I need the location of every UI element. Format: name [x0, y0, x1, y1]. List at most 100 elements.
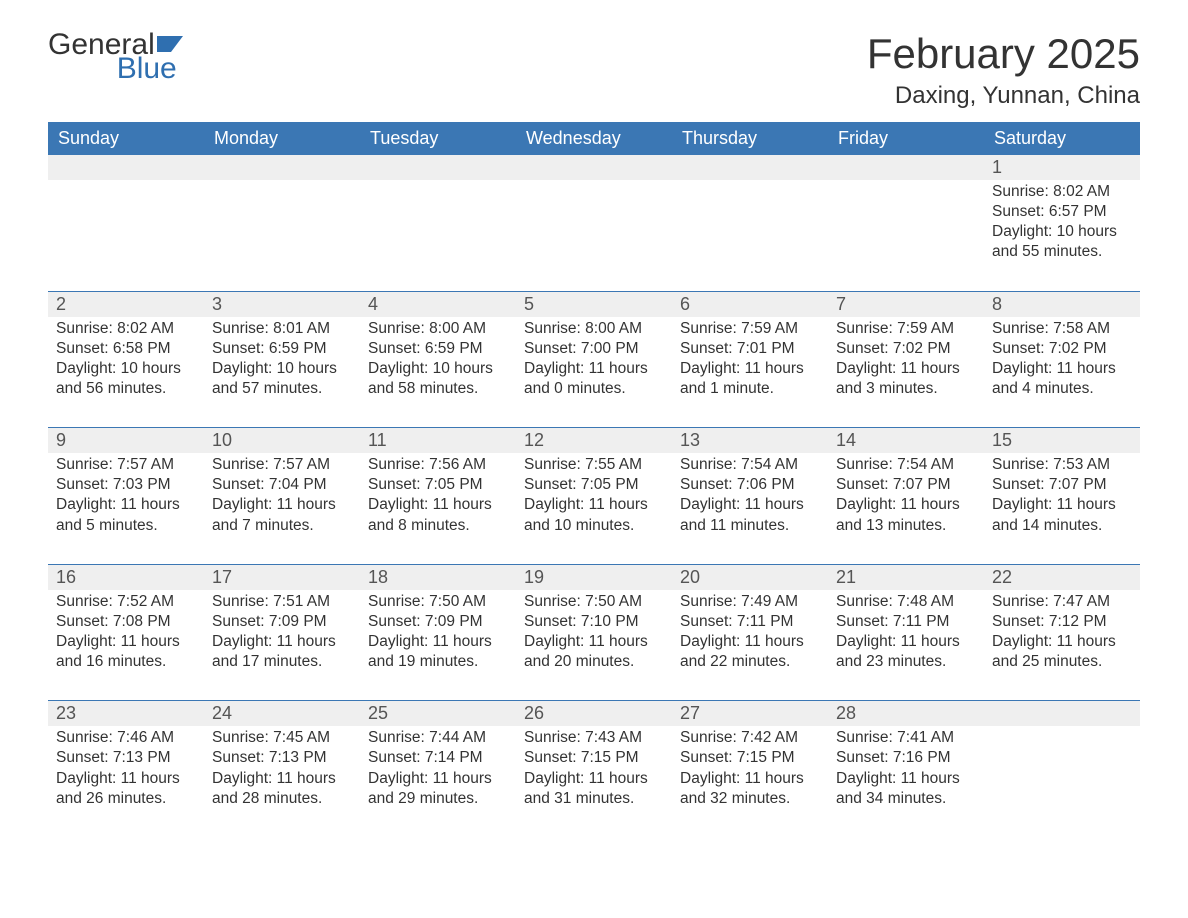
day-cell: Sunrise: 7:54 AMSunset: 7:07 PMDaylight:…	[828, 453, 984, 540]
day-number: 20	[672, 565, 828, 590]
day-number: 8	[984, 292, 1140, 317]
sunrise-text: Sunrise: 7:58 AM	[992, 319, 1132, 339]
weekday-header: Saturday	[984, 122, 1140, 155]
sunset-text: Sunset: 6:57 PM	[992, 202, 1132, 222]
day-cell: Sunrise: 7:42 AMSunset: 7:15 PMDaylight:…	[672, 726, 828, 813]
daylight-text: Daylight: 11 hours and 19 minutes.	[368, 632, 508, 672]
daynum-strip: 16171819202122	[48, 565, 1140, 590]
sunrise-text: Sunrise: 7:49 AM	[680, 592, 820, 612]
week-wrap: 2345678Sunrise: 8:02 AMSunset: 6:58 PMDa…	[48, 291, 1140, 404]
week-wrap: 232425262728Sunrise: 7:46 AMSunset: 7:13…	[48, 700, 1140, 813]
sunrise-text: Sunrise: 7:51 AM	[212, 592, 352, 612]
day-number: 12	[516, 428, 672, 453]
day-number: 14	[828, 428, 984, 453]
sunset-text: Sunset: 7:15 PM	[524, 748, 664, 768]
day-cell: Sunrise: 7:52 AMSunset: 7:08 PMDaylight:…	[48, 590, 204, 677]
day-cell	[48, 180, 204, 267]
sunset-text: Sunset: 7:02 PM	[992, 339, 1132, 359]
day-cell: Sunrise: 8:01 AMSunset: 6:59 PMDaylight:…	[204, 317, 360, 404]
day-number	[828, 155, 984, 180]
sunset-text: Sunset: 7:15 PM	[680, 748, 820, 768]
sunrise-text: Sunrise: 7:57 AM	[212, 455, 352, 475]
week-wrap: 1Sunrise: 8:02 AMSunset: 6:57 PMDaylight…	[48, 155, 1140, 267]
daylight-text: Daylight: 11 hours and 3 minutes.	[836, 359, 976, 399]
sunrise-text: Sunrise: 7:53 AM	[992, 455, 1132, 475]
day-number: 13	[672, 428, 828, 453]
sunset-text: Sunset: 7:12 PM	[992, 612, 1132, 632]
sunset-text: Sunset: 7:06 PM	[680, 475, 820, 495]
weekday-header: Friday	[828, 122, 984, 155]
day-number	[672, 155, 828, 180]
sunrise-text: Sunrise: 7:56 AM	[368, 455, 508, 475]
daylight-text: Daylight: 10 hours and 58 minutes.	[368, 359, 508, 399]
sunrise-text: Sunrise: 7:45 AM	[212, 728, 352, 748]
day-cell: Sunrise: 7:49 AMSunset: 7:11 PMDaylight:…	[672, 590, 828, 677]
sunset-text: Sunset: 7:11 PM	[836, 612, 976, 632]
weekday-header: Thursday	[672, 122, 828, 155]
daylight-text: Daylight: 11 hours and 26 minutes.	[56, 769, 196, 809]
daylight-text: Daylight: 11 hours and 16 minutes.	[56, 632, 196, 672]
daylight-text: Daylight: 11 hours and 10 minutes.	[524, 495, 664, 535]
day-cell: Sunrise: 7:55 AMSunset: 7:05 PMDaylight:…	[516, 453, 672, 540]
day-cell	[984, 726, 1140, 813]
daylight-text: Daylight: 11 hours and 8 minutes.	[368, 495, 508, 535]
day-number: 28	[828, 701, 984, 726]
day-cell	[204, 180, 360, 267]
sunset-text: Sunset: 7:16 PM	[836, 748, 976, 768]
sunset-text: Sunset: 7:13 PM	[56, 748, 196, 768]
daylight-text: Daylight: 11 hours and 34 minutes.	[836, 769, 976, 809]
day-cell: Sunrise: 7:41 AMSunset: 7:16 PMDaylight:…	[828, 726, 984, 813]
header: General Blue February 2025 Daxing, Yunna…	[48, 30, 1140, 110]
sunset-text: Sunset: 7:14 PM	[368, 748, 508, 768]
day-bodies-row: Sunrise: 8:02 AMSunset: 6:58 PMDaylight:…	[48, 317, 1140, 404]
daylight-text: Daylight: 11 hours and 17 minutes.	[212, 632, 352, 672]
day-number: 16	[48, 565, 204, 590]
day-number	[516, 155, 672, 180]
daylight-text: Daylight: 10 hours and 55 minutes.	[992, 222, 1132, 262]
sunrise-text: Sunrise: 7:50 AM	[524, 592, 664, 612]
sunrise-text: Sunrise: 7:52 AM	[56, 592, 196, 612]
daylight-text: Daylight: 11 hours and 7 minutes.	[212, 495, 352, 535]
day-cell: Sunrise: 7:57 AMSunset: 7:03 PMDaylight:…	[48, 453, 204, 540]
sunset-text: Sunset: 7:01 PM	[680, 339, 820, 359]
page-title: February 2025	[867, 30, 1140, 78]
sunset-text: Sunset: 6:58 PM	[56, 339, 196, 359]
daylight-text: Daylight: 10 hours and 56 minutes.	[56, 359, 196, 399]
day-number: 22	[984, 565, 1140, 590]
sunset-text: Sunset: 7:07 PM	[836, 475, 976, 495]
day-number	[984, 701, 1140, 726]
day-number: 3	[204, 292, 360, 317]
sunrise-text: Sunrise: 8:01 AM	[212, 319, 352, 339]
sunset-text: Sunset: 6:59 PM	[212, 339, 352, 359]
day-number: 1	[984, 155, 1140, 180]
day-cell: Sunrise: 8:00 AMSunset: 6:59 PMDaylight:…	[360, 317, 516, 404]
weekday-header: Wednesday	[516, 122, 672, 155]
sunrise-text: Sunrise: 8:02 AM	[992, 182, 1132, 202]
sunset-text: Sunset: 7:10 PM	[524, 612, 664, 632]
day-cell: Sunrise: 7:53 AMSunset: 7:07 PMDaylight:…	[984, 453, 1140, 540]
sunrise-text: Sunrise: 7:54 AM	[836, 455, 976, 475]
sunrise-text: Sunrise: 7:48 AM	[836, 592, 976, 612]
day-cell: Sunrise: 7:58 AMSunset: 7:02 PMDaylight:…	[984, 317, 1140, 404]
day-number: 24	[204, 701, 360, 726]
daylight-text: Daylight: 11 hours and 0 minutes.	[524, 359, 664, 399]
sunrise-text: Sunrise: 8:02 AM	[56, 319, 196, 339]
day-number: 10	[204, 428, 360, 453]
sunrise-text: Sunrise: 7:59 AM	[680, 319, 820, 339]
daynum-strip: 9101112131415	[48, 428, 1140, 453]
daynum-strip: 2345678	[48, 292, 1140, 317]
day-number: 7	[828, 292, 984, 317]
sunset-text: Sunset: 7:05 PM	[368, 475, 508, 495]
sunrise-text: Sunrise: 7:55 AM	[524, 455, 664, 475]
weekday-header: Sunday	[48, 122, 204, 155]
daylight-text: Daylight: 11 hours and 23 minutes.	[836, 632, 976, 672]
sunrise-text: Sunrise: 7:44 AM	[368, 728, 508, 748]
day-cell	[828, 180, 984, 267]
day-cell: Sunrise: 7:47 AMSunset: 7:12 PMDaylight:…	[984, 590, 1140, 677]
sunrise-text: Sunrise: 7:50 AM	[368, 592, 508, 612]
logo-text-blue: Blue	[117, 54, 177, 84]
day-cell: Sunrise: 7:46 AMSunset: 7:13 PMDaylight:…	[48, 726, 204, 813]
day-cell: Sunrise: 7:54 AMSunset: 7:06 PMDaylight:…	[672, 453, 828, 540]
day-number: 26	[516, 701, 672, 726]
sunset-text: Sunset: 7:13 PM	[212, 748, 352, 768]
